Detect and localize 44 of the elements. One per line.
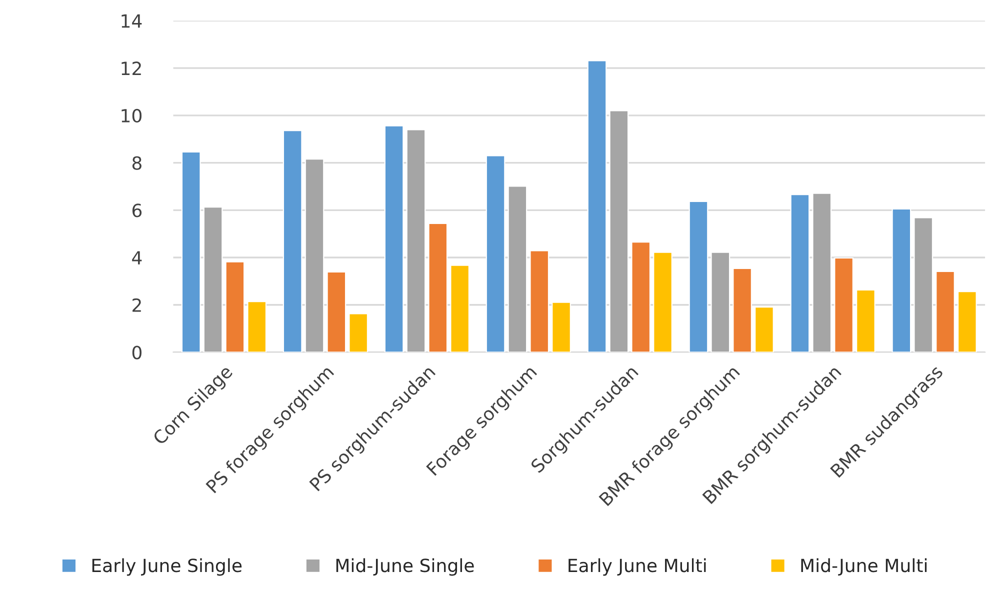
bar xyxy=(812,192,832,352)
bar xyxy=(326,271,346,352)
bar xyxy=(552,302,571,352)
bar xyxy=(486,155,506,352)
bar xyxy=(892,208,912,352)
legend-label: Early June Multi xyxy=(568,558,706,576)
bar xyxy=(958,291,977,352)
bar xyxy=(348,313,368,352)
legend-label: Mid-June Single xyxy=(336,558,474,576)
bar xyxy=(688,200,708,352)
bar xyxy=(914,217,934,352)
bar xyxy=(247,301,267,352)
bar xyxy=(530,250,550,352)
bar xyxy=(282,130,302,352)
bar xyxy=(225,261,245,352)
bar xyxy=(936,270,955,352)
legend-label: Early June Single xyxy=(92,558,242,576)
y-tick-label: 2 xyxy=(132,298,141,312)
bar xyxy=(587,60,607,352)
y-tick-label: 12 xyxy=(122,62,141,75)
bar xyxy=(653,252,672,352)
bar xyxy=(406,129,426,352)
bar xyxy=(856,289,876,352)
y-tick-label: 4 xyxy=(132,251,142,264)
y-tick-label: 10 xyxy=(122,108,142,123)
bar xyxy=(732,268,752,352)
y-tick-label: 8 xyxy=(132,156,142,170)
bar xyxy=(710,252,730,352)
y-tick-label: 14 xyxy=(122,14,142,28)
bar xyxy=(790,194,810,352)
bar xyxy=(384,125,404,352)
bar xyxy=(631,242,651,352)
bar xyxy=(754,306,774,352)
bar xyxy=(181,151,201,352)
bar xyxy=(834,257,854,352)
bar xyxy=(450,264,470,352)
bar xyxy=(203,206,223,352)
bar xyxy=(609,110,629,352)
y-tick-label: 6 xyxy=(132,204,142,218)
y-tick-label: 0 xyxy=(132,346,142,360)
legend-label: Mid-June Multi xyxy=(801,558,927,576)
bar xyxy=(428,222,448,352)
bar xyxy=(304,158,324,352)
bar xyxy=(508,186,528,352)
